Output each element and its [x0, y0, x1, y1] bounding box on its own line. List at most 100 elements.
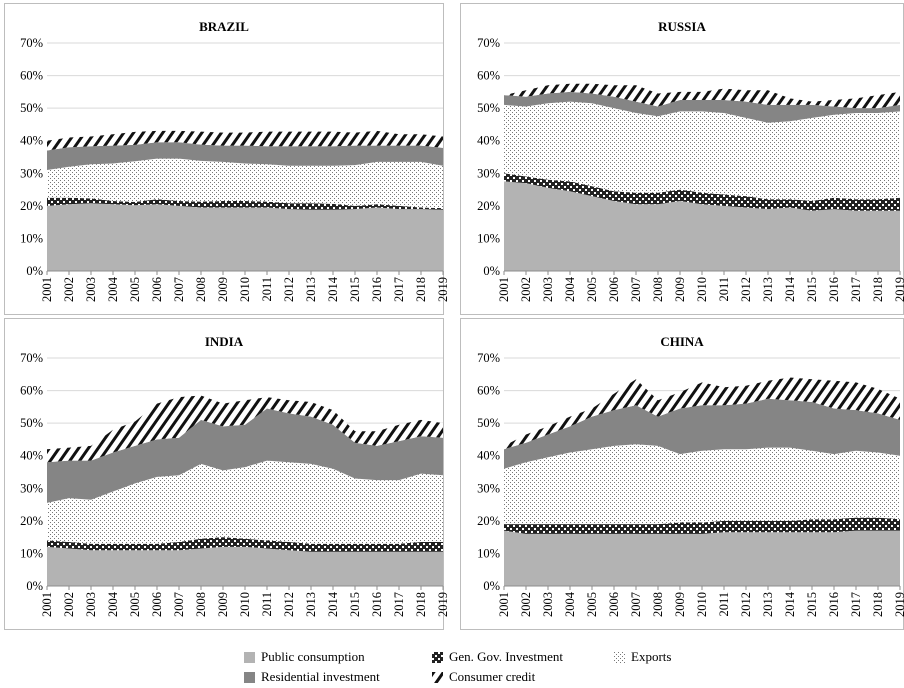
charts-svg: BRAZIL 0% 10% 20% 30% 40% 50% 60% 70% 2001 2002 200… [4, 3, 904, 630]
y-tick-label: 40% [477, 134, 500, 148]
y-tick-label: 10% [20, 546, 43, 560]
x-tick-label: 2014 [783, 591, 797, 617]
x-tick-label: 2016 [370, 592, 384, 617]
x-tick-label: 2010 [238, 592, 252, 617]
panel-china: CHINA 0% 10% 20% 30% 40% 50% 60% 70% 2001 2002 2003… [460, 318, 904, 630]
x-tick-label: 2009 [216, 592, 230, 617]
x-tick-label: 2001 [40, 592, 54, 617]
legend-item-gen-gov-investment: Gen. Gov. Investment [432, 648, 563, 666]
x-tick-label: 2016 [370, 277, 384, 302]
x-tick-label: 2018 [871, 592, 885, 617]
y-tick-label: 30% [20, 166, 43, 180]
x-tick-label: 2005 [128, 592, 142, 617]
area-residential-investment [504, 91, 900, 123]
legend-item-consumer-credit: Consumer credit [432, 668, 535, 686]
y-tick-label: 50% [477, 416, 500, 430]
x-tick-label: 2017 [849, 592, 863, 617]
y-tick-label: 20% [20, 199, 43, 213]
x-tick-label: 2019 [436, 277, 450, 302]
x-tick-label: 2007 [172, 592, 186, 617]
panel-india: INDIA 0% 10% 20% 30% 40% 50% 60% 70% 2001 2002 2003… [4, 318, 450, 630]
x-tick-label: 2009 [673, 277, 687, 302]
x-tick-label: 2007 [172, 277, 186, 302]
y-tick-label: 30% [477, 481, 500, 495]
legend-swatch-consumer-credit [432, 671, 443, 683]
legend-item-public-consumption: Public consumption [244, 648, 365, 666]
area-exports [47, 460, 443, 544]
y-tick-label: 40% [477, 449, 500, 463]
x-tick-label: 2019 [436, 592, 450, 617]
y-tick-label: 60% [20, 384, 43, 398]
x-tick-label: 2004 [563, 276, 577, 302]
x-tick-label: 2013 [761, 592, 775, 617]
x-tick-label: 2006 [150, 592, 164, 617]
x-tick-label: 2019 [893, 277, 904, 302]
y-tick-label: 70% [477, 351, 500, 365]
area-exports [504, 444, 900, 525]
x-tick-label: 2001 [40, 277, 54, 302]
x-tick-label: 2005 [128, 277, 142, 302]
area-public-consumption [504, 181, 900, 271]
x-tick-label: 2013 [304, 277, 318, 302]
y-tick-label: 50% [20, 101, 43, 115]
area-consumer-credit [47, 130, 443, 151]
y-tick-label: 70% [20, 351, 43, 365]
x-tick-label: 2016 [827, 277, 841, 302]
area-gen-gov-investment [504, 517, 900, 534]
legend-row-1: Public consumption Gen. Gov. Investment … [0, 648, 904, 666]
legend-swatch-residential-investment [244, 671, 255, 683]
y-tick-label: 0% [26, 264, 43, 278]
y-tick-label: 70% [20, 36, 43, 50]
x-tick-label: 2004 [563, 591, 577, 617]
y-tick-label: 10% [20, 231, 43, 245]
x-tick-label: 2013 [761, 277, 775, 302]
area-exports [47, 158, 443, 209]
x-tick-label: 2010 [695, 592, 709, 617]
y-tick-label: 20% [477, 514, 500, 528]
area-consumer-credit [504, 83, 900, 109]
x-tick-label: 2003 [84, 592, 98, 617]
x-tick-label: 2002 [519, 277, 533, 302]
y-tick-label: 10% [477, 231, 500, 245]
x-tick-label: 2001 [497, 277, 511, 302]
x-tick-label: 2017 [392, 592, 406, 617]
x-tick-label: 2002 [62, 277, 76, 302]
x-tick-label: 2010 [238, 277, 252, 302]
y-tick-label: 60% [20, 69, 43, 83]
x-tick-label: 2006 [150, 277, 164, 302]
y-tick-label: 0% [483, 579, 500, 593]
x-tick-label: 2012 [739, 277, 753, 302]
x-tick-label: 2009 [673, 592, 687, 617]
y-tick-label: 30% [20, 481, 43, 495]
x-tick-label: 2015 [805, 592, 819, 617]
y-tick-label: 70% [477, 36, 500, 50]
area-gen-gov-investment [504, 173, 900, 211]
x-tick-label: 2006 [607, 592, 621, 617]
area-residential-investment [47, 142, 443, 170]
area-gen-gov-investment [47, 197, 443, 210]
panel-title-brazil: BRAZIL [199, 19, 249, 34]
legend-swatch-exports [614, 651, 625, 663]
x-tick-label: 2019 [893, 592, 904, 617]
area-public-consumption [47, 546, 443, 586]
legend-label-residential-investment: Residential investment [261, 669, 380, 684]
legend-label-public-consumption: Public consumption [261, 649, 365, 664]
x-tick-label: 2008 [651, 592, 665, 617]
x-tick-label: 2003 [541, 592, 555, 617]
x-tick-label: 2015 [805, 277, 819, 302]
y-tick-label: 60% [477, 384, 500, 398]
panel-title-russia: RUSSIA [658, 19, 706, 34]
area-public-consumption [504, 530, 900, 586]
area-residential-investment [504, 398, 900, 469]
area-gen-gov-investment [47, 537, 443, 552]
x-tick-label: 2005 [585, 592, 599, 617]
x-tick-label: 2015 [348, 277, 362, 302]
x-tick-label: 2008 [651, 277, 665, 302]
legend-row-2: Residential investment Consumer credit [0, 668, 904, 686]
y-tick-label: 50% [477, 101, 500, 115]
area-consumer-credit [504, 377, 900, 450]
x-tick-label: 2003 [541, 277, 555, 302]
legend-item-residential-investment: Residential investment [244, 668, 380, 686]
y-tick-label: 20% [20, 514, 43, 528]
